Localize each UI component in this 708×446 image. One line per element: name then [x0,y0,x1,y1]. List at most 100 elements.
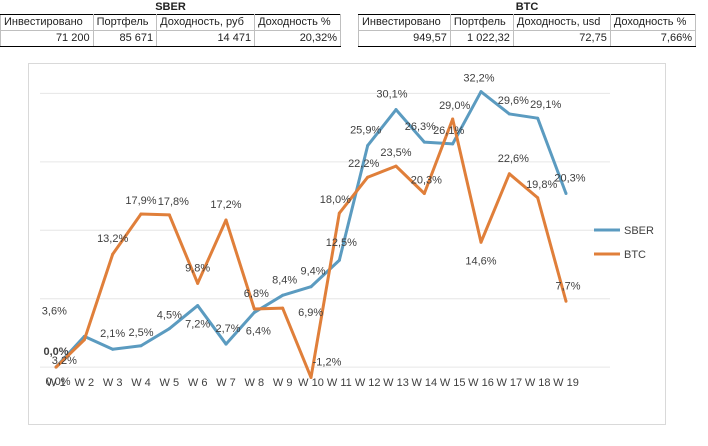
x-tick-label: W 4 [131,377,151,389]
series-btc-point [139,212,143,216]
data-label-sber: 2,5% [128,327,153,339]
data-label-sber: 25,9% [350,125,381,137]
data-label-sber: 0,0% [43,346,68,358]
x-tick-label: W 1 [46,377,66,389]
series-btc-point [507,172,511,176]
sber-value-invested: 71 200 [0,30,94,47]
legend-btc-label: BTC [624,249,646,261]
sber-value-return-abs: 14 471 [156,30,256,47]
series-sber-point [224,342,228,346]
data-label-sber: 26,1% [433,125,464,137]
series-sber-point [451,142,455,146]
data-label-btc: 9,8% [185,262,210,274]
x-tick-label: W 10 [298,377,324,389]
btc-value-invested: 949,57 [358,30,451,47]
series-btc-point [224,218,228,222]
series-sber-point [366,144,370,148]
data-label-sber: 12,5% [326,237,357,249]
series-btc-point [337,211,341,215]
series-sber-point [564,191,568,195]
data-label-btc: 7,7% [555,280,580,292]
data-label-sber: 20,3% [554,172,585,184]
x-tick-label: W 9 [273,377,293,389]
data-label-btc: 22,2% [348,158,379,170]
x-tick-label: W 18 [525,377,551,389]
data-label-sber: 2,1% [100,328,125,340]
x-tick-label: W 16 [468,377,494,389]
x-tick-label: W 6 [188,377,208,389]
x-tick-label: W 14 [411,377,437,389]
series-sber-point [281,293,285,297]
x-tick-label: W 12 [355,377,381,389]
series-sber-point [139,344,143,348]
data-label-sber: 4,5% [157,310,182,322]
data-label-sber: 8,4% [272,274,297,286]
btc-header-portfolio: Портфель [449,14,514,31]
data-label-btc: 29,0% [439,100,470,112]
series-sber-point [507,112,511,116]
data-label-btc: 18,0% [320,194,351,206]
x-tick-label: W 2 [75,377,95,389]
data-label-sber: 29,1% [530,99,561,111]
series-btc-point [82,338,86,342]
data-label-sber: 9,4% [300,266,325,278]
sber-header-portfolio: Портфель [92,14,158,31]
data-label-btc: 6,9% [298,307,323,319]
data-label-sber: 29,6% [498,95,529,107]
series-btc-point [281,306,285,310]
series-sber-point [167,327,171,331]
data-label-btc: -1,2% [313,356,342,368]
data-label-btc: 17,2% [210,199,241,211]
x-tick-label: W 7 [216,377,236,389]
x-tick-label: W 19 [553,377,579,389]
sber-summary-table: SBER Инвестировано Портфель Доходность, … [0,0,341,47]
data-label-btc: 3,2% [52,355,77,367]
data-label-sber: 26,3% [405,121,436,133]
series-btc-point [564,299,568,303]
data-label-btc: 19,8% [526,179,557,191]
btc-summary-table: BTC Инвестировано Портфель Доходность, u… [358,0,697,47]
sber-header-invested: Инвестировано [0,14,94,31]
series-btc-point [422,191,426,195]
data-label-btc: 17,8% [158,196,189,208]
data-label-sber: 3,6% [42,305,67,317]
data-label-btc: 23,5% [380,147,411,159]
sber-table-title: SBER [155,1,186,13]
x-tick-label: W 15 [440,377,466,389]
data-label-sber: 7,2% [185,319,210,331]
series-sber-point [337,258,341,262]
x-tick-label: W 17 [496,377,522,389]
btc-value-return-pct: 7,66% [609,30,697,47]
series-btc-point [111,252,115,256]
series-btc-point [394,164,398,168]
legend-sber-label: SBER [624,225,654,237]
x-tick-label: W 13 [383,377,409,389]
sber-value-portfolio: 85 671 [92,30,158,47]
series-btc-point [196,281,200,285]
data-label-btc: 13,2% [97,233,128,245]
sber-header-return-abs: Доходность, руб [156,14,256,31]
sber-value-return-pct: 20,32% [254,30,341,47]
series-sber-point [394,108,398,112]
btc-table-title: BTC [515,1,539,13]
data-label-sber: 32,2% [463,73,494,85]
series-btc-point [167,213,171,217]
series-sber-point [536,116,540,120]
data-label-btc: 17,9% [125,195,156,207]
x-tick-label: W 3 [103,377,123,389]
series-btc-point [451,117,455,121]
data-label-btc: 20,3% [411,174,442,186]
data-label-btc: 14,6% [465,255,496,267]
btc-value-return-abs: 72,75 [512,30,611,47]
x-tick-label: W 5 [160,377,180,389]
series-btc-point [54,365,58,369]
series-sber-point [479,90,483,94]
series-sber-point [196,304,200,308]
btc-value-portfolio: 1 022,32 [449,30,514,47]
data-label-sber: 6,4% [246,325,271,337]
btc-header-invested: Инвестировано [358,14,451,31]
series-sber-point [252,310,256,314]
series-btc-point [366,175,370,179]
data-label-btc: 22,6% [498,153,529,165]
